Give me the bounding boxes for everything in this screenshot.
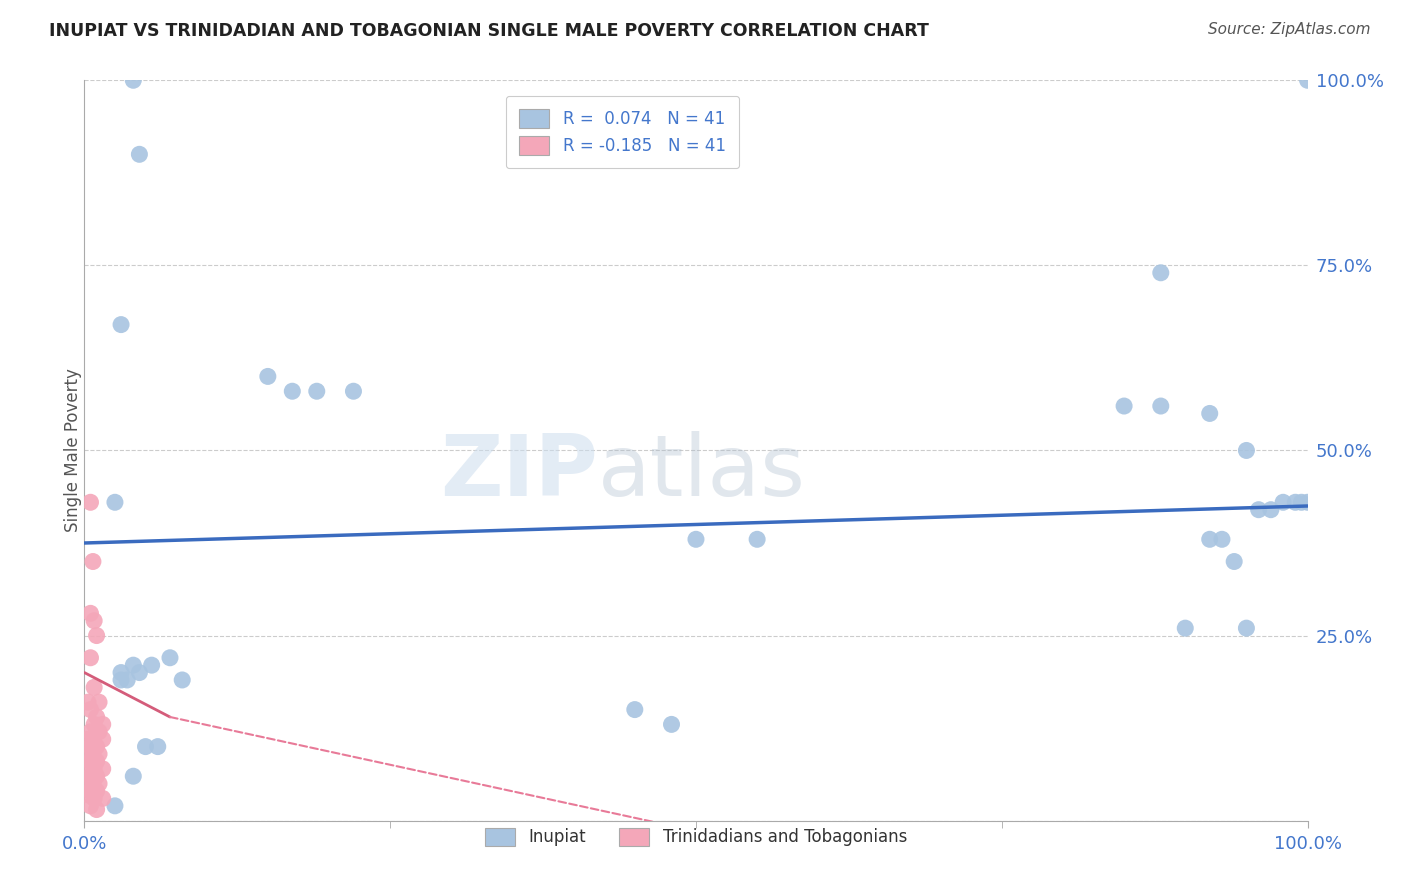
Point bbox=[1150, 399, 1173, 413]
Point bbox=[1236, 621, 1258, 635]
Point bbox=[77, 732, 100, 747]
Point bbox=[1211, 533, 1233, 547]
Point bbox=[91, 732, 114, 747]
Point bbox=[77, 695, 100, 709]
Point bbox=[86, 724, 108, 739]
Point bbox=[1174, 621, 1197, 635]
Legend: Inupiat, Trinidadians and Tobagonians: Inupiat, Trinidadians and Tobagonians bbox=[478, 821, 914, 853]
Point bbox=[172, 673, 194, 687]
Point bbox=[110, 665, 132, 680]
Point bbox=[1198, 407, 1220, 421]
Point bbox=[1223, 555, 1246, 569]
Point bbox=[128, 147, 150, 161]
Point bbox=[1291, 495, 1313, 509]
Point bbox=[87, 695, 110, 709]
Point bbox=[82, 555, 104, 569]
Point bbox=[104, 798, 127, 813]
Point bbox=[86, 710, 108, 724]
Point bbox=[661, 717, 683, 731]
Point bbox=[624, 703, 647, 717]
Point bbox=[83, 762, 105, 776]
Point bbox=[77, 747, 100, 761]
Point bbox=[122, 658, 145, 673]
Point bbox=[86, 784, 108, 798]
Point bbox=[79, 495, 101, 509]
Point bbox=[77, 788, 100, 802]
Point bbox=[82, 732, 104, 747]
Point bbox=[257, 369, 280, 384]
Point bbox=[91, 791, 114, 805]
Point bbox=[82, 747, 104, 761]
Point bbox=[77, 758, 100, 772]
Point bbox=[79, 755, 101, 769]
Point bbox=[91, 762, 114, 776]
Point bbox=[86, 755, 108, 769]
Point bbox=[1284, 495, 1306, 509]
Point bbox=[1296, 495, 1319, 509]
Point bbox=[79, 739, 101, 754]
Point bbox=[122, 73, 145, 87]
Point bbox=[747, 533, 769, 547]
Point bbox=[110, 318, 132, 332]
Point bbox=[146, 739, 169, 754]
Point bbox=[342, 384, 364, 399]
Point bbox=[79, 798, 101, 813]
Point bbox=[86, 769, 108, 783]
Point bbox=[79, 724, 101, 739]
Point bbox=[159, 650, 181, 665]
Point bbox=[1150, 266, 1173, 280]
Point bbox=[115, 673, 138, 687]
Point bbox=[281, 384, 304, 399]
Point bbox=[86, 628, 108, 642]
Point bbox=[83, 717, 105, 731]
Text: atlas: atlas bbox=[598, 431, 806, 514]
Point bbox=[1114, 399, 1136, 413]
Point bbox=[79, 650, 101, 665]
Point bbox=[82, 776, 104, 791]
Point bbox=[128, 665, 150, 680]
Y-axis label: Single Male Poverty: Single Male Poverty bbox=[65, 368, 82, 533]
Point bbox=[1260, 502, 1282, 516]
Point bbox=[91, 717, 114, 731]
Point bbox=[122, 769, 145, 783]
Text: INUPIAT VS TRINIDADIAN AND TOBAGONIAN SINGLE MALE POVERTY CORRELATION CHART: INUPIAT VS TRINIDADIAN AND TOBAGONIAN SI… bbox=[49, 22, 929, 40]
Point bbox=[86, 739, 108, 754]
Point bbox=[83, 681, 105, 695]
Point bbox=[141, 658, 163, 673]
Point bbox=[79, 607, 101, 621]
Point bbox=[86, 803, 108, 817]
Point bbox=[1296, 73, 1319, 87]
Point bbox=[79, 769, 101, 783]
Point bbox=[87, 724, 110, 739]
Point bbox=[79, 703, 101, 717]
Point bbox=[79, 784, 101, 798]
Point bbox=[104, 495, 127, 509]
Point bbox=[1247, 502, 1270, 516]
Point bbox=[83, 614, 105, 628]
Point bbox=[135, 739, 157, 754]
Text: ZIP: ZIP bbox=[440, 431, 598, 514]
Point bbox=[305, 384, 328, 399]
Point bbox=[83, 791, 105, 805]
Point bbox=[77, 772, 100, 787]
Point bbox=[1272, 495, 1295, 509]
Point bbox=[110, 673, 132, 687]
Point bbox=[87, 747, 110, 761]
Point bbox=[685, 533, 707, 547]
Point bbox=[1198, 533, 1220, 547]
Point bbox=[87, 776, 110, 791]
Point bbox=[1236, 443, 1258, 458]
Text: Source: ZipAtlas.com: Source: ZipAtlas.com bbox=[1208, 22, 1371, 37]
